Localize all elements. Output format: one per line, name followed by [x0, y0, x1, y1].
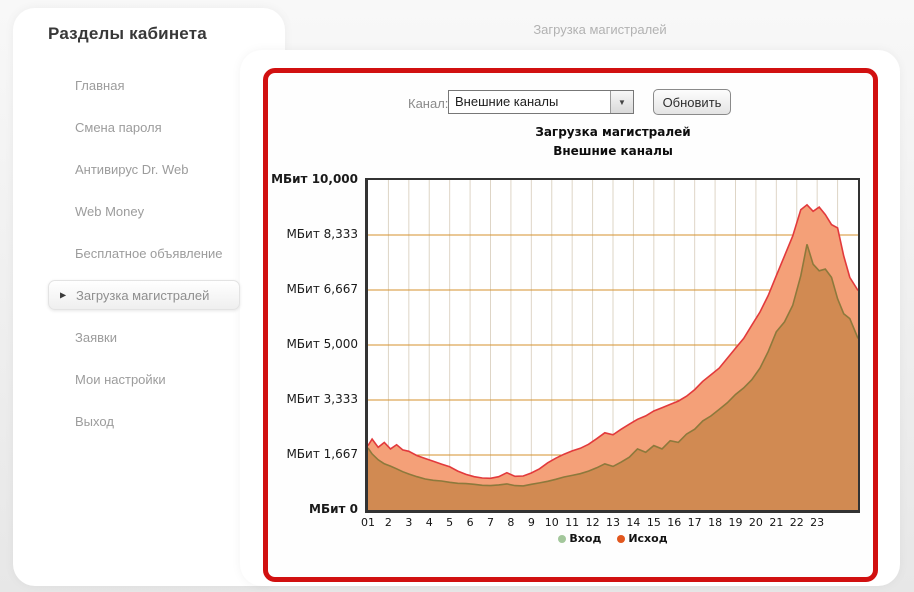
y-tick-label: МБит 3,333: [286, 392, 358, 406]
content-panel: Канал: Внешние каналы ▼ Обновить Загрузк…: [263, 68, 878, 582]
chart-title: Загрузка магистралей: [535, 125, 691, 139]
x-tick-label: 01: [361, 516, 375, 529]
y-tick-label: МБит 10,000: [271, 172, 358, 186]
x-tick-label: 21: [769, 516, 784, 529]
legend-swatch: [558, 534, 567, 543]
x-tick-label: 10: [544, 516, 559, 529]
x-tick-label: 5: [446, 516, 454, 529]
channel-select[interactable]: Внешние каналы ▼: [448, 90, 634, 114]
sidebar-item[interactable]: Смена пароля: [48, 106, 248, 148]
legend-item: Вход: [558, 532, 601, 545]
active-arrow-icon: ▶: [60, 290, 67, 300]
sidebar-item[interactable]: Выход: [48, 400, 248, 442]
x-tick-label: 7: [487, 516, 494, 529]
x-tick-label: 19: [728, 516, 743, 529]
sidebar-item[interactable]: Бесплатное объявление: [48, 232, 248, 274]
sidebar-item-label: Загрузка магистралей: [76, 287, 210, 303]
sidebar-item[interactable]: Антивирус Dr. Web: [48, 148, 248, 190]
x-tick-label: 23: [810, 516, 825, 529]
sidebar-item[interactable]: Главная: [48, 64, 248, 106]
y-tick-label: МБит 0: [309, 502, 358, 516]
channel-select-value: Внешние каналы: [455, 94, 559, 109]
x-tick-label: 13: [606, 516, 620, 529]
x-tick-label: 3: [405, 516, 413, 529]
sidebar-item-label: Главная: [75, 77, 125, 93]
x-tick-label: 4: [425, 516, 433, 529]
sidebar-item-label: Заявки: [75, 329, 117, 345]
sidebar-title: Разделы кабинета: [48, 24, 207, 43]
sidebar-item-label: Web Money: [75, 203, 145, 219]
y-tick-label: МБит 5,000: [286, 337, 358, 351]
sidebar-item[interactable]: Web Money: [48, 190, 248, 232]
x-tick-label: 14: [626, 516, 641, 529]
legend-label: Вход: [569, 532, 602, 545]
sidebar-item[interactable]: Мои настройки: [48, 358, 248, 400]
sidebar-item-label: Выход: [75, 413, 114, 429]
sidebar-menu: Главная Смена пароля Антивирус Dr. Web Web …: [48, 64, 248, 442]
x-tick-label: 16: [667, 516, 682, 529]
sidebar-item-label: Мои настройки: [75, 371, 166, 387]
x-tick-label: 17: [687, 516, 702, 529]
chart-legend: Вход Исход: [368, 532, 858, 545]
chart-subtitle: Внешние каналы: [553, 144, 673, 158]
legend-item: Исход: [617, 532, 668, 545]
sidebar-item-label: Смена пароля: [75, 119, 162, 135]
chevron-down-icon[interactable]: ▼: [610, 91, 633, 113]
x-tick-label: 22: [789, 516, 804, 529]
plot-area: [365, 178, 860, 513]
series-line-Вход: [368, 244, 858, 487]
plot-svg: [368, 180, 858, 510]
x-tick-label: 15: [646, 516, 661, 529]
sidebar-item[interactable]: ▶ Загрузка магистралей: [48, 280, 240, 310]
sidebar-item[interactable]: Заявки: [48, 316, 248, 358]
x-tick-label: 12: [585, 516, 600, 529]
y-tick-label: МБит 6,667: [286, 281, 358, 296]
y-tick-label: МБит 8,333: [286, 227, 358, 241]
legend-label: Исход: [628, 532, 668, 545]
y-tick-label: МБит 1,667: [286, 446, 358, 461]
x-tick-label: 18: [708, 516, 723, 529]
x-tick-label: 11: [565, 516, 580, 529]
x-tick-label: 6: [466, 516, 474, 529]
sidebar-item-label: Бесплатное объявление: [75, 245, 223, 261]
x-tick-label: 8: [507, 516, 515, 529]
legend-swatch: [617, 534, 626, 543]
sidebar-item-label: Антивирус Dr. Web: [75, 161, 189, 177]
refresh-button[interactable]: Обновить: [653, 89, 731, 115]
series-line-Исход: [368, 203, 858, 480]
series-area-Вход: [368, 244, 858, 510]
x-tick-label: 20: [748, 516, 763, 529]
x-tick-label: 2: [384, 516, 392, 529]
topbar-title: Загрузка магистралей: [533, 22, 667, 37]
channel-label: Канал:: [408, 96, 449, 111]
x-tick-label: 9: [527, 516, 535, 529]
